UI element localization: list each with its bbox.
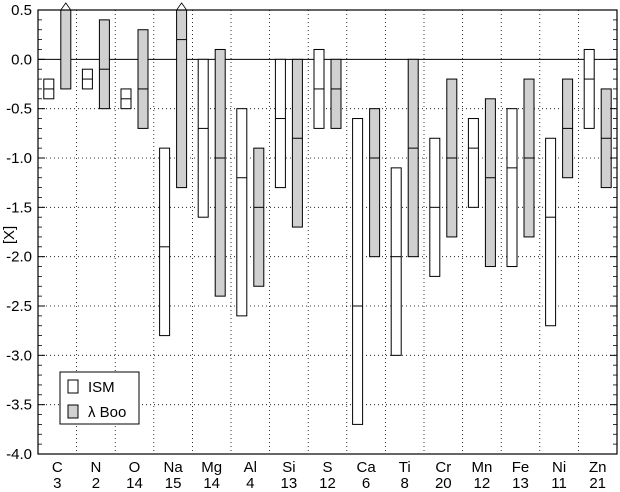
y-tick-label: -3.5 <box>6 397 32 414</box>
y-tick-label: 0.5 <box>11 2 32 19</box>
ism-range-bar <box>352 118 364 425</box>
lboo-open-top-arrow <box>176 2 187 11</box>
x-category-count: 8 <box>401 475 409 492</box>
x-category-count: 13 <box>281 475 298 492</box>
x-category-count: 11 <box>551 475 567 492</box>
x-category-element: C <box>52 459 63 476</box>
legend-swatch-lboo <box>67 404 79 419</box>
x-category-element: Fe <box>512 459 530 476</box>
range-bars <box>43 2 612 425</box>
axes-frame <box>37 9 618 455</box>
lboo-range-bar <box>407 58 419 258</box>
legend-label-ism: ISM <box>88 379 115 396</box>
x-category-labels: C3N2O14Na15Mg14Al4Si13S12Ca6Ti8Cr20Mn12F… <box>52 459 607 492</box>
x-category-count: 3 <box>53 475 61 492</box>
x-category-element: Al <box>244 459 257 476</box>
lboo-range-bar <box>484 98 496 268</box>
x-category-element: S <box>322 459 332 476</box>
x-category-element: Mg <box>201 459 222 476</box>
ism-range-bar <box>197 58 209 218</box>
x-category-element: Si <box>282 459 295 476</box>
lboo-range-bar <box>98 19 110 110</box>
x-category-element: Ca <box>357 459 377 476</box>
ism-range-bar <box>236 108 248 317</box>
y-tick-label: -1.5 <box>6 199 32 216</box>
ism-range-bar <box>159 147 171 337</box>
x-category-element: Mn <box>471 459 492 476</box>
lboo-range-bar <box>60 9 72 90</box>
ism-range-bar <box>583 48 595 129</box>
lboo-range-bar <box>253 147 265 287</box>
legend: ISM λ Boo <box>59 371 140 425</box>
x-category-count: 20 <box>435 475 452 492</box>
x-category-element: O <box>129 459 141 476</box>
x-category-count: 13 <box>512 475 529 492</box>
x-category-element: Ni <box>552 459 566 476</box>
y-tick-label: -4.0 <box>6 446 32 463</box>
x-category-count: 2 <box>92 475 100 492</box>
x-category-element: N <box>90 459 101 476</box>
lboo-range-bar <box>176 9 188 189</box>
legend-swatch-ism <box>67 379 79 394</box>
y-tick-label: -3.0 <box>6 347 32 364</box>
x-category-count: 14 <box>126 475 143 492</box>
x-category-count: 21 <box>589 475 606 492</box>
x-category-element: Ti <box>399 459 411 476</box>
lboo-range-bar <box>214 48 226 297</box>
ism-range-bar <box>545 137 557 327</box>
y-tick-label: -2.5 <box>6 298 32 315</box>
x-category-count: 4 <box>246 475 254 492</box>
lboo-range-bar <box>291 58 303 228</box>
y-tick-label: -1.0 <box>6 150 32 167</box>
x-category-count: 6 <box>362 475 370 492</box>
x-category-count: 15 <box>165 475 182 492</box>
x-category-element: Cr <box>435 459 451 476</box>
lboo-open-top-arrow <box>60 2 72 11</box>
ism-range-bar <box>467 118 479 208</box>
y-tick-label: 0.0 <box>11 51 32 68</box>
y-tick-labels: 0.5 0.0 -0.5 -1.0 -1.5 -2.0 -2.5 -3.0 -3.5 -4.0 <box>6 2 32 463</box>
y-tick-label: -0.5 <box>6 101 32 118</box>
plot-frame <box>37 9 618 455</box>
x-category-element: Na <box>164 459 184 476</box>
ism-range-bar <box>274 58 286 189</box>
ism-range-bar <box>506 108 518 268</box>
y-axis-label: [X] <box>1 226 18 244</box>
legend-label-lboo: λ Boo <box>88 404 126 421</box>
x-category-element: Zn <box>589 459 607 476</box>
ism-range-bar <box>390 167 402 356</box>
x-category-count: 14 <box>203 475 220 492</box>
y-tick-label: -2.0 <box>6 249 32 266</box>
x-category-count: 12 <box>474 475 491 492</box>
lboo-range-bar <box>137 29 149 129</box>
x-category-count: 12 <box>319 475 336 492</box>
lboo-range-bar <box>330 58 342 129</box>
lboo-range-bar <box>369 108 381 258</box>
